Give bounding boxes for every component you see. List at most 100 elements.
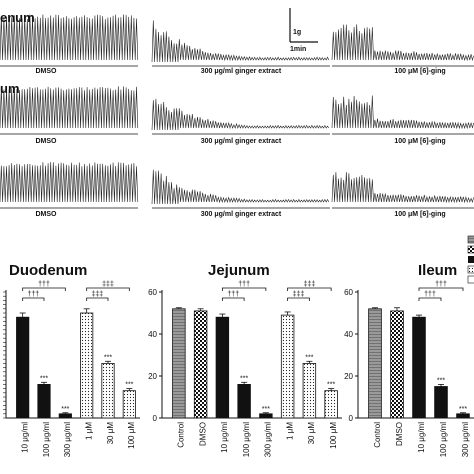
bracket-label: ††† xyxy=(27,291,39,298)
category-label: 100 μg/ml xyxy=(439,422,448,458)
bar-charts-panel: 10 μg/ml *** 100 μg/ml *** 300 μg/ml 1 μM *** 3… xyxy=(3,281,474,457)
y-tick-label: 60 xyxy=(148,288,157,297)
category-label: 100 μg/ml xyxy=(42,422,51,458)
bar xyxy=(302,362,317,419)
bar-chart-jejunum: 0 20 40 60 Control DMSO 10 μg/ml *** 100 μg/ml **… xyxy=(148,281,342,457)
contraction-trace xyxy=(331,95,474,135)
y-tick-label: 20 xyxy=(148,372,157,381)
bar xyxy=(412,316,426,419)
significance-label: *** xyxy=(125,382,133,389)
contraction-trace xyxy=(331,172,474,209)
category-label: 300 μg/ml xyxy=(264,422,273,458)
contraction-trace xyxy=(151,98,330,135)
category-label: 1 μM xyxy=(84,422,93,440)
comparison-bracket: ‡‡‡ xyxy=(86,281,130,291)
significance-label: *** xyxy=(305,354,313,361)
bar xyxy=(80,312,94,419)
bar xyxy=(368,308,382,419)
legend-fragment xyxy=(467,235,474,284)
bracket-label: ††† xyxy=(227,291,239,298)
category-label: DMSO xyxy=(198,422,207,446)
bar xyxy=(122,390,136,419)
category-label: DMSO xyxy=(395,422,404,446)
bracket-label: ‡‡‡ xyxy=(304,281,316,288)
bar xyxy=(58,413,72,419)
bar xyxy=(101,362,115,419)
chart-title-ileum: Ileum xyxy=(418,262,457,279)
bracket-label: ††† xyxy=(435,281,447,288)
comparison-bracket: ††† xyxy=(22,291,45,301)
category-label: 30 μM xyxy=(307,422,316,445)
contraction-trace xyxy=(151,20,330,67)
legend-swatch-dmso xyxy=(467,245,474,254)
trace-caption-gingerol: 100 μM [6]-ging xyxy=(394,138,445,145)
bar xyxy=(37,383,51,419)
legend-swatch-control xyxy=(467,235,474,244)
trace-row-label-jejunum: um xyxy=(0,81,20,96)
bar xyxy=(193,310,208,419)
trace-caption-gingerol: 100 μM [6]-ging xyxy=(394,211,445,218)
category-label: Control xyxy=(177,422,186,448)
comparison-bracket: ‡‡‡ xyxy=(86,291,109,301)
legend-swatch-gingerol xyxy=(467,265,474,274)
bracket-label: ††† xyxy=(238,281,250,288)
comparison-bracket: ††† xyxy=(221,281,267,291)
bracket-label: ‡‡‡ xyxy=(102,281,114,288)
comparison-bracket: ††† xyxy=(418,281,464,291)
legend-swatch-extract xyxy=(468,256,474,263)
y-tick-label: 20 xyxy=(344,372,353,381)
scale-bar-vertical-label: 1g xyxy=(293,29,301,36)
y-tick-label: 40 xyxy=(148,330,157,339)
bracket-label: ††† xyxy=(424,291,436,298)
trace-caption-ginger-extract: 300 μg/ml ginger extract xyxy=(201,68,282,75)
bar-chart-duodenum: 10 μg/ml *** 100 μg/ml *** 300 μg/ml 1 μM *** 3… xyxy=(3,281,140,457)
category-label: 10 μg/ml xyxy=(220,422,229,453)
bracket-label: ‡‡‡ xyxy=(293,291,305,298)
legend-swatch-extra xyxy=(467,275,474,284)
trace-row-label-duodenum: enum xyxy=(0,10,35,25)
bracket-label: ††† xyxy=(38,281,50,288)
significance-label: *** xyxy=(240,375,248,382)
bar xyxy=(16,316,30,419)
trace-caption-dmso: DMSO xyxy=(36,211,58,218)
category-label: 300 μg/ml xyxy=(461,422,470,458)
significance-label: *** xyxy=(104,354,112,361)
y-tick-label: 40 xyxy=(344,330,353,339)
comparison-bracket: ††† xyxy=(221,291,245,301)
contraction-trace xyxy=(0,162,139,209)
scale-bar-horizontal-label: 1min xyxy=(290,46,306,53)
bracket-label: ‡‡‡ xyxy=(91,291,103,298)
category-label: 100 μM xyxy=(329,422,338,449)
contraction-trace xyxy=(331,24,474,67)
category-label: 30 μM xyxy=(106,422,115,445)
category-label: 1 μM xyxy=(285,422,294,440)
comparison-bracket: ‡‡‡ xyxy=(287,281,332,291)
category-label: 300 μg/ml xyxy=(63,422,72,458)
bar xyxy=(390,310,404,419)
significance-label: *** xyxy=(262,406,270,413)
category-label: 100 μg/ml xyxy=(242,422,251,458)
bar xyxy=(434,386,448,419)
comparison-bracket: ††† xyxy=(418,291,442,301)
significance-label: *** xyxy=(40,375,48,382)
chart-title-jejunum: Jejunum xyxy=(208,262,270,279)
category-label: 100 μM xyxy=(127,422,136,449)
scale-bar: 1g 1min xyxy=(289,8,318,53)
bar xyxy=(237,383,251,419)
chart-title-duodenum: Duodenum xyxy=(9,262,87,279)
category-label: Control xyxy=(373,422,382,448)
bar xyxy=(324,390,338,419)
comparison-bracket: ‡‡‡ xyxy=(287,291,310,301)
significance-label: *** xyxy=(327,382,335,389)
contraction-trace xyxy=(151,169,330,209)
trace-caption-gingerol: 100 μM [6]-ging xyxy=(394,68,445,75)
bar xyxy=(215,316,230,419)
contraction-trace xyxy=(0,86,139,135)
bar xyxy=(280,314,295,419)
bar xyxy=(456,413,470,419)
comparison-bracket: ††† xyxy=(22,281,66,291)
category-label: 10 μg/ml xyxy=(417,422,426,453)
significance-label: *** xyxy=(459,406,467,413)
bar xyxy=(172,308,186,419)
